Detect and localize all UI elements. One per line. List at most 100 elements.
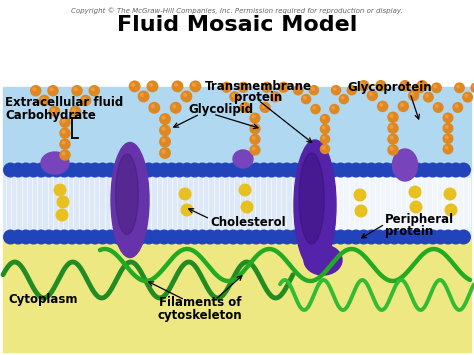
Circle shape bbox=[443, 143, 454, 154]
Circle shape bbox=[252, 136, 255, 140]
Circle shape bbox=[183, 93, 187, 97]
Circle shape bbox=[287, 229, 302, 245]
Ellipse shape bbox=[41, 152, 69, 174]
Circle shape bbox=[456, 163, 471, 178]
Circle shape bbox=[264, 84, 267, 88]
Circle shape bbox=[80, 163, 95, 178]
Circle shape bbox=[41, 97, 45, 101]
Circle shape bbox=[180, 163, 195, 178]
Circle shape bbox=[38, 95, 50, 106]
Circle shape bbox=[141, 229, 156, 245]
Circle shape bbox=[445, 125, 448, 129]
Circle shape bbox=[377, 82, 382, 86]
Circle shape bbox=[462, 92, 473, 103]
Circle shape bbox=[26, 163, 41, 178]
Circle shape bbox=[88, 163, 102, 178]
Circle shape bbox=[88, 229, 102, 245]
Circle shape bbox=[310, 163, 325, 178]
Circle shape bbox=[418, 163, 433, 178]
Circle shape bbox=[59, 116, 71, 128]
Circle shape bbox=[295, 229, 310, 245]
Circle shape bbox=[448, 163, 463, 178]
Circle shape bbox=[18, 229, 33, 245]
Circle shape bbox=[80, 95, 91, 106]
Circle shape bbox=[62, 152, 65, 155]
Circle shape bbox=[252, 115, 255, 119]
Circle shape bbox=[433, 229, 448, 245]
Circle shape bbox=[402, 163, 417, 178]
Circle shape bbox=[162, 115, 165, 120]
Circle shape bbox=[156, 163, 172, 178]
Circle shape bbox=[249, 229, 264, 245]
Circle shape bbox=[57, 163, 72, 178]
Circle shape bbox=[72, 229, 87, 245]
Bar bbox=[3, 170, 471, 237]
Circle shape bbox=[164, 229, 179, 245]
Circle shape bbox=[356, 163, 371, 178]
Circle shape bbox=[240, 84, 244, 88]
Circle shape bbox=[82, 97, 86, 101]
Circle shape bbox=[229, 91, 240, 102]
Circle shape bbox=[195, 229, 210, 245]
Circle shape bbox=[318, 229, 333, 245]
Circle shape bbox=[312, 106, 316, 110]
Circle shape bbox=[34, 229, 49, 245]
Circle shape bbox=[379, 229, 394, 245]
Circle shape bbox=[218, 163, 233, 178]
Circle shape bbox=[238, 184, 252, 197]
Circle shape bbox=[241, 229, 256, 245]
Circle shape bbox=[192, 83, 196, 87]
Text: Peripheral: Peripheral bbox=[385, 213, 454, 226]
Circle shape bbox=[398, 100, 409, 112]
Circle shape bbox=[64, 229, 80, 245]
Bar bbox=[3, 237, 471, 352]
Circle shape bbox=[333, 163, 348, 178]
Circle shape bbox=[70, 106, 81, 117]
Circle shape bbox=[390, 114, 393, 118]
Ellipse shape bbox=[233, 150, 253, 168]
Circle shape bbox=[303, 96, 307, 100]
Circle shape bbox=[387, 122, 399, 134]
Circle shape bbox=[375, 80, 387, 92]
Circle shape bbox=[410, 92, 414, 96]
Circle shape bbox=[95, 163, 110, 178]
Circle shape bbox=[410, 163, 425, 178]
Circle shape bbox=[303, 186, 317, 200]
Circle shape bbox=[181, 91, 192, 103]
Circle shape bbox=[456, 229, 471, 245]
Circle shape bbox=[333, 229, 348, 245]
Circle shape bbox=[47, 85, 59, 97]
Circle shape bbox=[146, 81, 158, 92]
Circle shape bbox=[425, 229, 440, 245]
Circle shape bbox=[172, 81, 183, 92]
Circle shape bbox=[443, 123, 454, 134]
Circle shape bbox=[280, 84, 284, 88]
Circle shape bbox=[162, 138, 165, 142]
Circle shape bbox=[73, 87, 78, 91]
Circle shape bbox=[59, 138, 71, 150]
Circle shape bbox=[41, 229, 56, 245]
Circle shape bbox=[3, 229, 18, 245]
Circle shape bbox=[172, 229, 187, 245]
Bar bbox=[3, 87, 471, 170]
Circle shape bbox=[62, 119, 65, 123]
Text: protein: protein bbox=[385, 225, 433, 239]
Circle shape bbox=[410, 201, 422, 213]
Circle shape bbox=[356, 229, 371, 245]
Circle shape bbox=[302, 229, 318, 245]
Circle shape bbox=[148, 102, 160, 114]
Circle shape bbox=[272, 93, 276, 97]
Circle shape bbox=[320, 114, 330, 124]
Circle shape bbox=[210, 229, 225, 245]
Circle shape bbox=[125, 206, 137, 218]
Ellipse shape bbox=[299, 153, 324, 244]
Circle shape bbox=[170, 102, 182, 114]
Circle shape bbox=[54, 184, 66, 197]
Circle shape bbox=[62, 130, 65, 134]
Circle shape bbox=[394, 229, 410, 245]
Circle shape bbox=[221, 82, 232, 93]
Circle shape bbox=[57, 229, 72, 245]
Circle shape bbox=[30, 85, 41, 97]
Circle shape bbox=[390, 147, 393, 151]
Circle shape bbox=[295, 163, 310, 178]
